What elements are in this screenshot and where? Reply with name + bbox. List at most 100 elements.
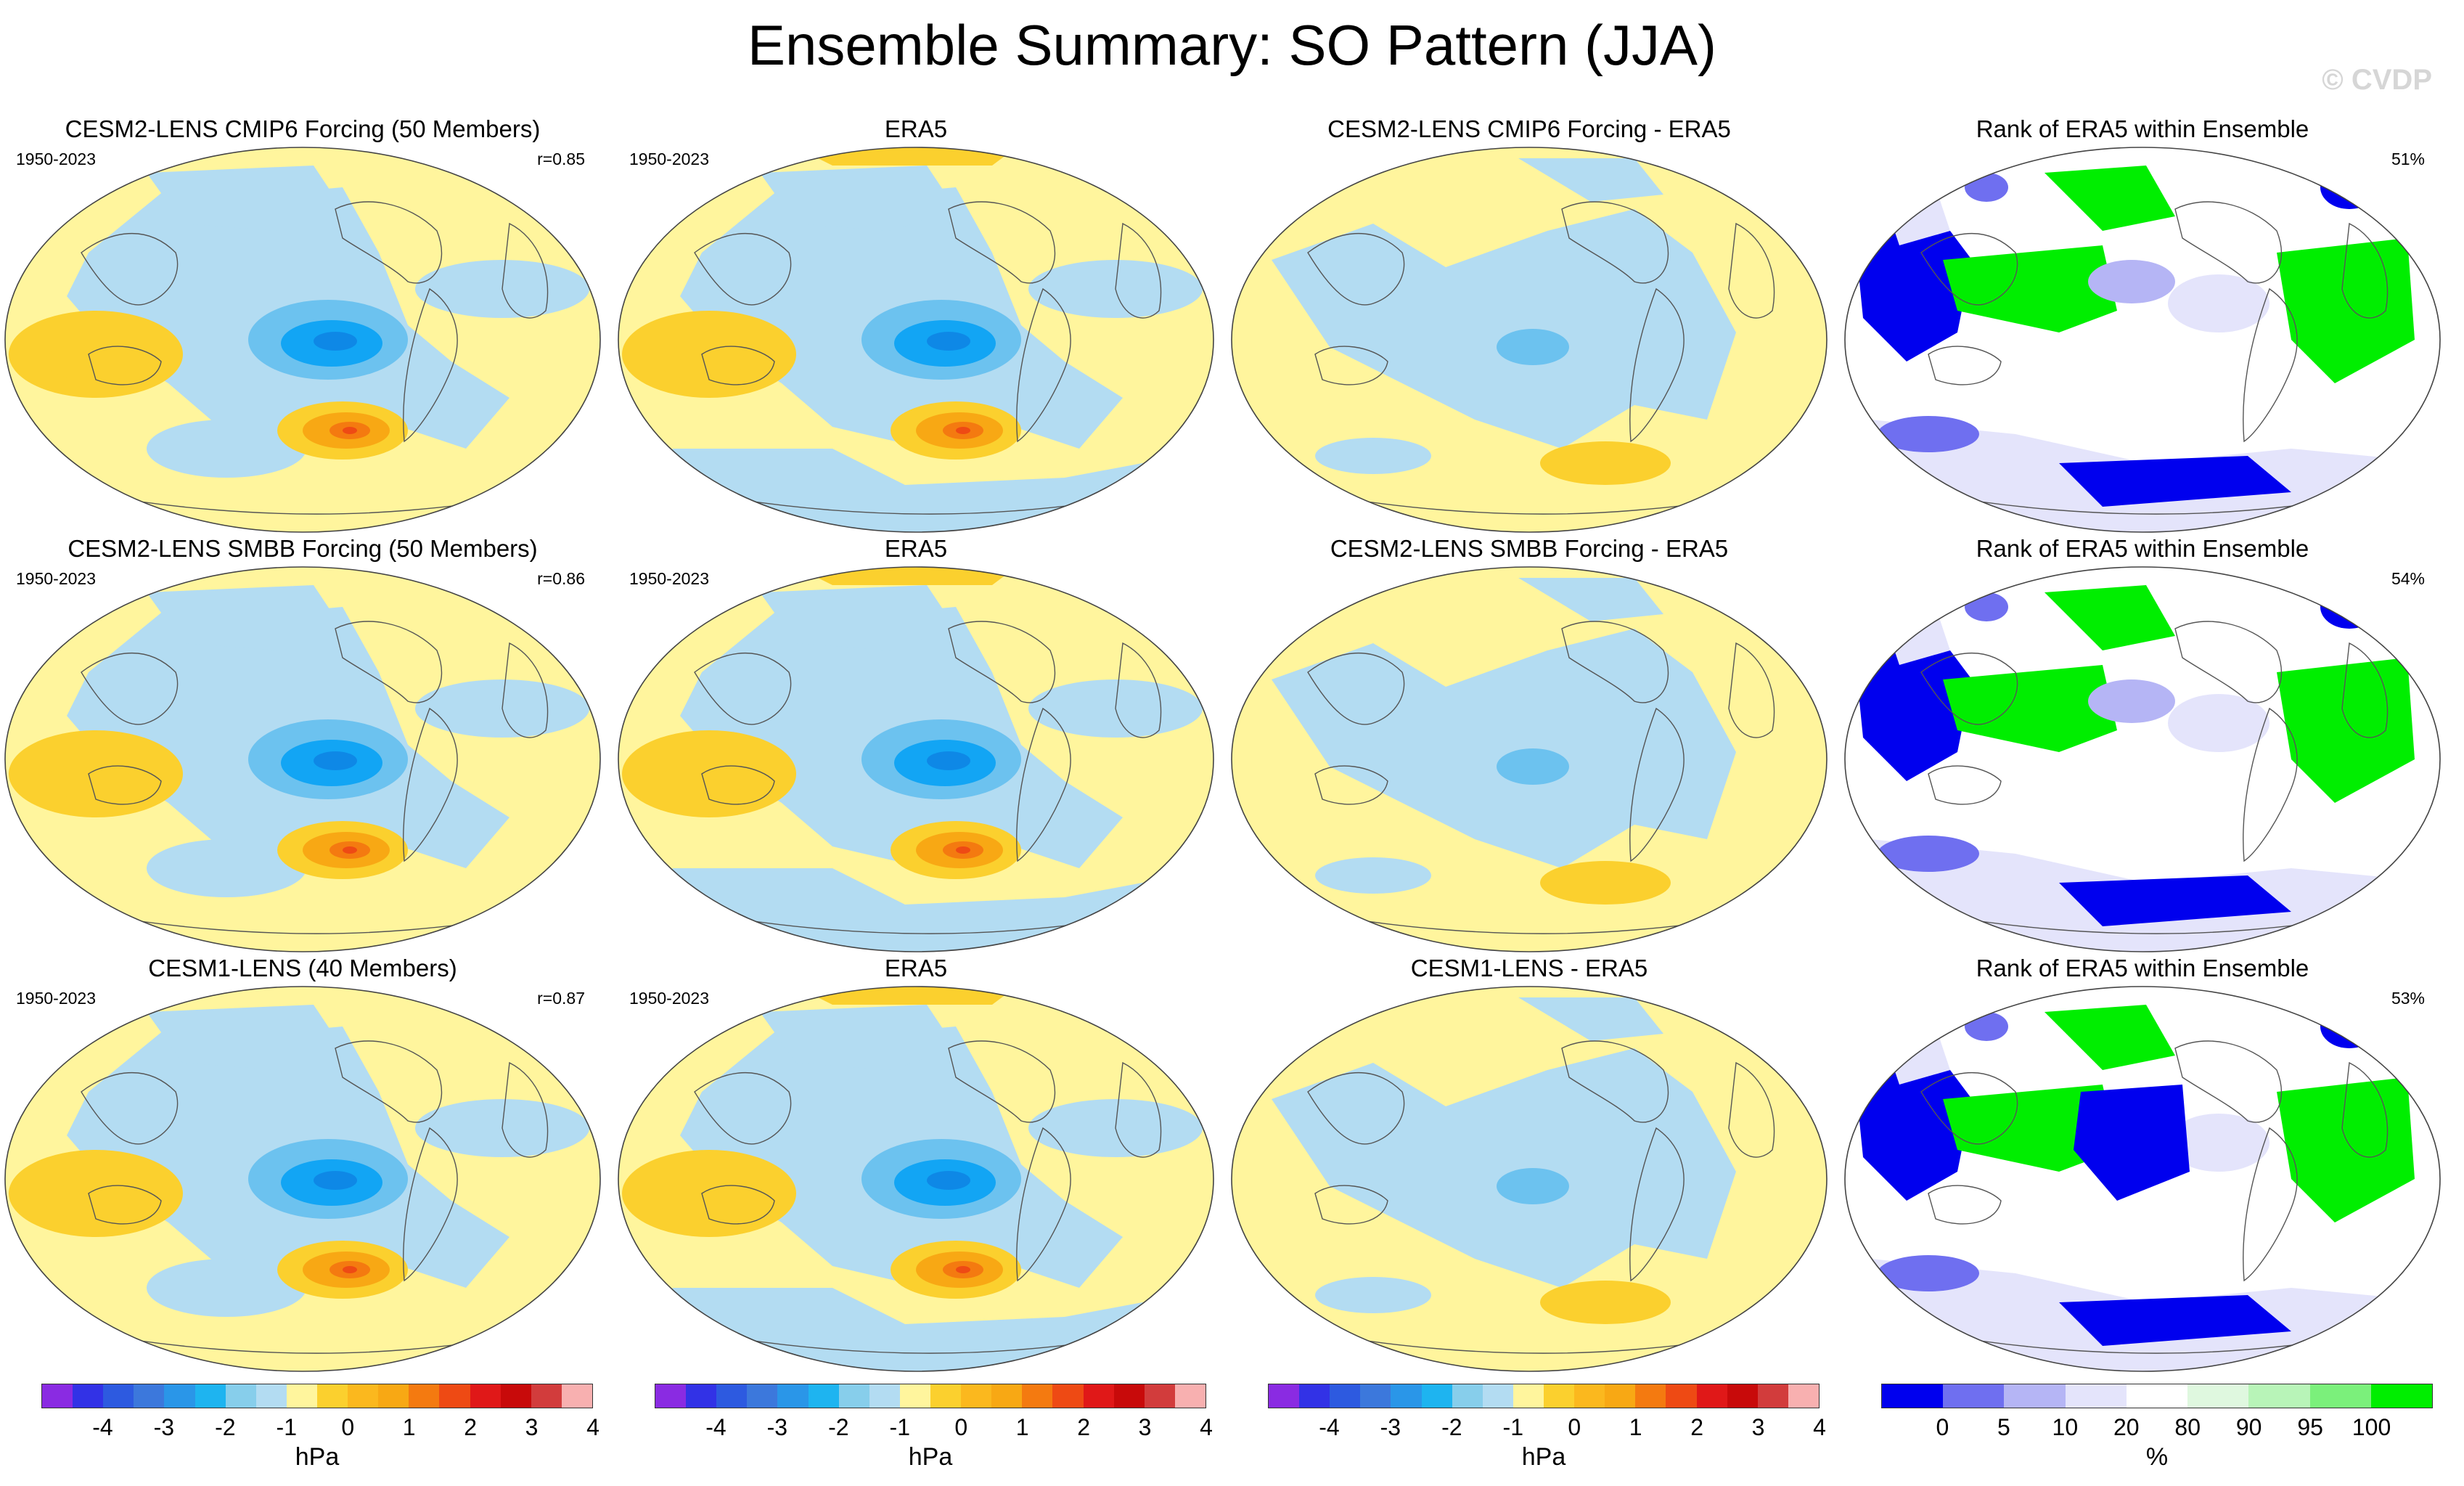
panel-diff-row3: CESM1-LENS - ERA5	[1228, 954, 1830, 1375]
colorbar-swatch	[2187, 1384, 2249, 1408]
antarctic-negative-region	[147, 1259, 306, 1317]
period-label: 1950-2023	[629, 150, 709, 168]
panel-title: ERA5	[884, 955, 948, 981]
coastline-south-america	[2243, 287, 2298, 443]
panel-title: CESM1-LENS - ERA5	[1410, 955, 1648, 981]
high-rank-region-atlantic	[2277, 238, 2415, 383]
figure-title: Ensemble Summary: SO Pattern (JJA)	[747, 13, 1717, 77]
colorbar-swatch	[561, 1384, 592, 1408]
colorbar-swatch	[42, 1384, 73, 1408]
pacific-negative-difference-core	[1497, 748, 1569, 785]
colorbar-swatch	[1421, 1384, 1452, 1408]
colorbar-tick-label: 4	[1200, 1414, 1213, 1440]
coastline-south-america	[403, 287, 458, 443]
colorbar-swatch	[316, 1384, 348, 1408]
panel-diff-row2: CESM2-LENS SMBB Forcing - ERA5	[1228, 534, 1830, 955]
map-field	[618, 987, 1213, 1371]
colorbar-swatch	[991, 1384, 1023, 1408]
coastline-australia	[88, 1185, 162, 1225]
coastline-asia	[1307, 652, 1405, 725]
colorbar-tick-label: 3	[525, 1414, 539, 1440]
colorbar-tick-label: -3	[766, 1414, 788, 1440]
colorbar-tick-label: 10	[2052, 1414, 2079, 1440]
map-field	[5, 567, 600, 952]
colorbar-tick-label: -2	[215, 1414, 236, 1440]
colorbar-tick-label: 95	[2297, 1414, 2323, 1440]
coastline-australia	[701, 1185, 775, 1225]
map-field	[5, 987, 600, 1371]
high-rank-region-atlantic	[2277, 1077, 2415, 1222]
colorbar-tick-label: 3	[1138, 1414, 1152, 1440]
map-border	[1231, 566, 1827, 952]
panel-rank-row1: Rank of ERA5 within Ensemble 51%	[1841, 115, 2444, 536]
colorbar-tick-label: 0	[954, 1414, 968, 1440]
map-rank-row3	[1844, 986, 2441, 1372]
coastline-north-america	[2174, 201, 2283, 284]
panel-title: Rank of ERA5 within Ensemble	[1976, 115, 2309, 142]
colorbar-swatch	[225, 1384, 256, 1408]
coastline-africa	[1728, 642, 1775, 738]
colorbar-swatch	[1943, 1384, 2005, 1408]
australia-positive-core	[658, 763, 745, 799]
period-label: 1950-2023	[16, 569, 96, 588]
colorbar-tick-label: 5	[1997, 1414, 2010, 1440]
colorbar-swatch	[286, 1384, 317, 1408]
colorbar-tick-label: -4	[705, 1414, 726, 1440]
colorbar-tick-label: 2	[464, 1414, 478, 1440]
map-obs-row1	[618, 147, 1214, 533]
colorbar-obs: -4 -3 -2 -1 0 1 2 3 4 hPa	[655, 1384, 1213, 1478]
map-border	[4, 147, 601, 533]
coastline-africa	[1115, 642, 1162, 738]
coastline-north-america	[1561, 621, 1669, 703]
colorbar-tick-label: 1	[1015, 1414, 1029, 1440]
colorbar-tick-label: 2	[1690, 1414, 1704, 1440]
north-atlantic-low-rank	[2320, 1005, 2378, 1048]
colorbar-swatch	[747, 1384, 778, 1408]
southern-mid-rank-region	[1878, 836, 1979, 872]
colorbar-tick-label: 4	[586, 1414, 599, 1440]
south-pacific-high-center	[956, 1266, 970, 1273]
coastline-north-america	[2174, 1040, 2283, 1123]
panel-model-row1: CESM2-LENS CMIP6 Forcing (50 Members) 19…	[1, 115, 604, 536]
coastline-south-america	[2243, 707, 2298, 862]
high-rank-region-north	[2045, 1005, 2175, 1070]
watermark: © CVDP	[2322, 64, 2432, 96]
map-diff-row2	[1231, 566, 1827, 952]
coastline-australia	[701, 765, 775, 805]
colorbar-swatch	[1174, 1384, 1206, 1408]
colorbar-swatch	[1574, 1384, 1605, 1408]
panel-title: CESM2-LENS CMIP6 Forcing - ERA5	[1327, 115, 1731, 142]
pale-rank-region-eastern	[2168, 274, 2269, 332]
coastline-africa	[1115, 222, 1162, 319]
pale-rank-region-eastern	[2168, 694, 2269, 752]
map-border	[618, 566, 1214, 952]
colorbar-tick-label: 0	[341, 1414, 355, 1440]
antarctic-negative-region	[147, 420, 306, 478]
map-border	[618, 147, 1214, 533]
map-obs-row2	[618, 566, 1214, 952]
colorbar-swatch	[1269, 1384, 1300, 1408]
map-field	[618, 567, 1213, 952]
colorbar-swatch	[1605, 1384, 1636, 1408]
panel-obs-row3: ERA5 1950-2023	[615, 954, 1217, 1375]
antarctic-low-rank-region	[2059, 1295, 2291, 1346]
colorbar-swatch	[531, 1384, 562, 1408]
rank-percent-label: 54%	[2391, 569, 2425, 588]
colorbar-swatch	[1360, 1384, 1391, 1408]
coastline-australia	[1314, 346, 1388, 385]
coastline-north-america	[1561, 201, 1669, 284]
coastline-south-america	[1016, 1127, 1071, 1282]
colorbar-unit: %	[2145, 1443, 2169, 1471]
map-field	[1232, 987, 1827, 1371]
colorbar-swatch	[2309, 1384, 2371, 1408]
colorbar-swatch	[899, 1384, 930, 1408]
negative-difference-region	[1272, 1048, 1736, 1288]
coastline-asia	[1920, 652, 2018, 725]
correlation-label: r=0.85	[537, 150, 585, 168]
map-diff-row1	[1231, 147, 1827, 533]
period-label: 1950-2023	[16, 150, 96, 168]
arctic-negative-difference	[1518, 578, 1663, 621]
map-border	[1231, 147, 1827, 533]
colorbar-swatch	[73, 1384, 104, 1408]
colorbar-swatch	[777, 1384, 809, 1408]
